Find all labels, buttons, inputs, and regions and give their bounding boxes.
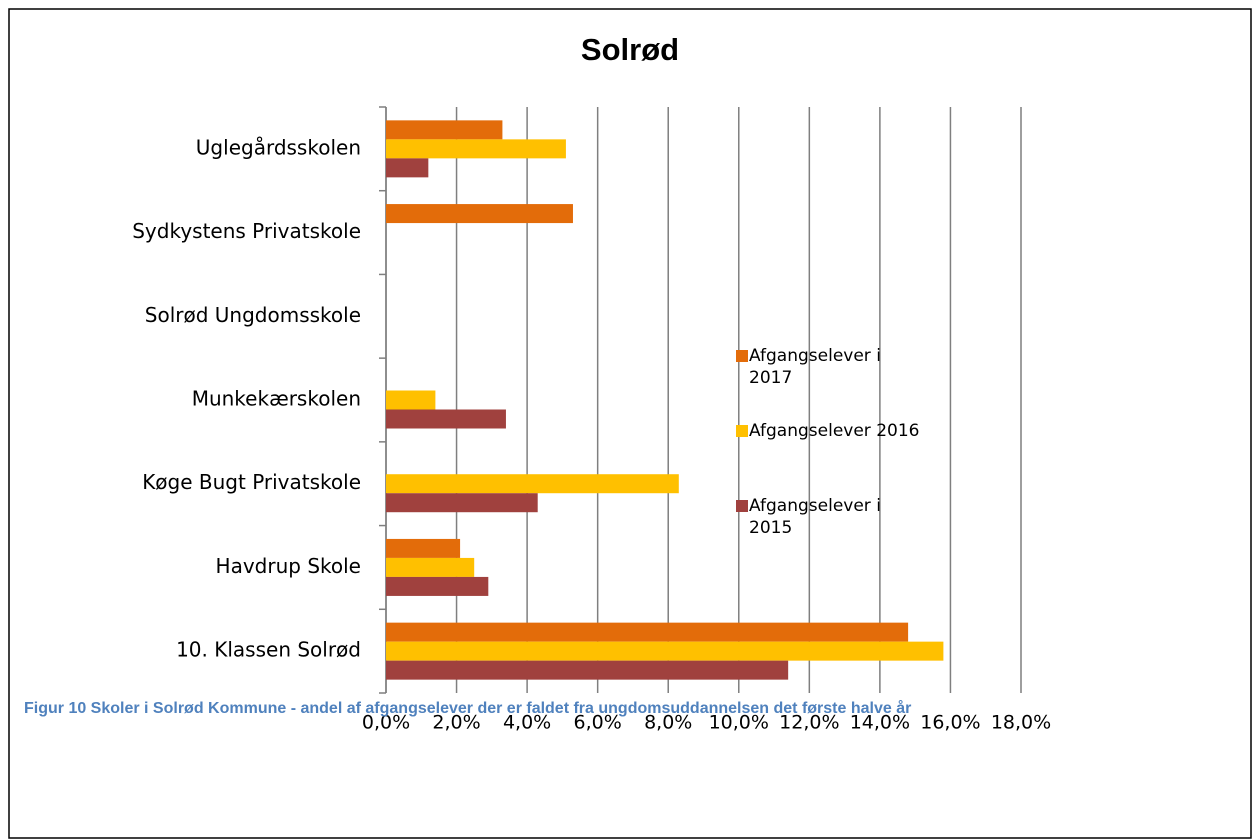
y-tick-label: Munkekærskolen [192, 387, 361, 411]
bar [386, 641, 944, 661]
x-tick-label: 8,0% [644, 712, 692, 734]
bar [386, 660, 789, 680]
x-tick-label: 2,0% [432, 712, 480, 734]
x-tick-label: 0,0% [362, 712, 410, 734]
y-tick-label: Uglegårdsskolen [196, 135, 361, 159]
y-tick-label: Sydkystens Privatskole [132, 219, 361, 243]
legend-swatch [736, 500, 748, 512]
bar [386, 622, 909, 642]
x-tick-label: 16,0% [920, 712, 980, 734]
y-tick-label: 10. Klassen Solrød [176, 638, 361, 662]
legend-swatch [736, 350, 748, 362]
x-tick-label: 18,0% [991, 712, 1051, 734]
caption: Figur 10 Skoler i Solrød Kommune - andel… [24, 700, 912, 717]
bar [386, 557, 475, 577]
x-tick-label: 12,0% [779, 712, 839, 734]
x-tick-label: 6,0% [574, 712, 622, 734]
bar [386, 474, 679, 494]
legend-swatch [736, 425, 748, 437]
x-tick-label: 10,0% [709, 712, 769, 734]
bar [386, 576, 489, 596]
bar [386, 204, 573, 224]
bar [386, 120, 503, 140]
chart-title: Solrød [581, 32, 679, 67]
bar [386, 409, 506, 429]
y-tick-label: Solrød Ungdomsskole [145, 303, 361, 327]
x-tick-label: 4,0% [503, 712, 551, 734]
y-tick-label: Køge Bugt Privatskole [142, 470, 361, 494]
bar [386, 538, 461, 558]
bar [386, 139, 566, 159]
bar [386, 390, 436, 410]
legend-label: Afgangselever i 2017 [749, 346, 881, 388]
legend-label: Afgangselever i 2015 [749, 496, 881, 538]
bar [386, 158, 429, 178]
bar [386, 493, 538, 513]
x-tick-label: 14,0% [850, 712, 910, 734]
frame [8, 8, 1252, 839]
y-tick-label: Havdrup Skole [216, 554, 361, 578]
legend-label: Afgangselever 2016 [749, 421, 920, 441]
